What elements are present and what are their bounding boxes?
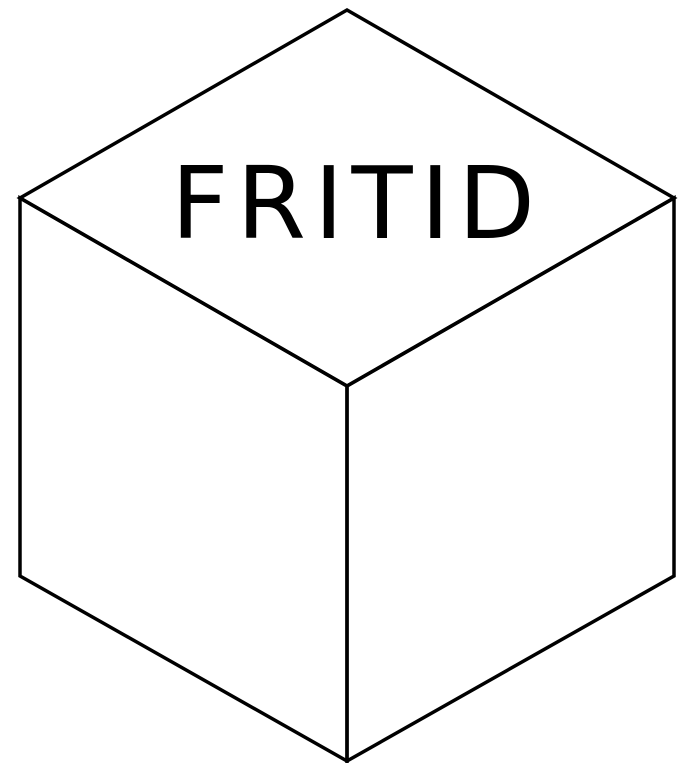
- cube-label: FRITID: [171, 145, 543, 262]
- cube-right-face: [345, 194, 676, 763]
- cube-left-face: [18, 194, 349, 763]
